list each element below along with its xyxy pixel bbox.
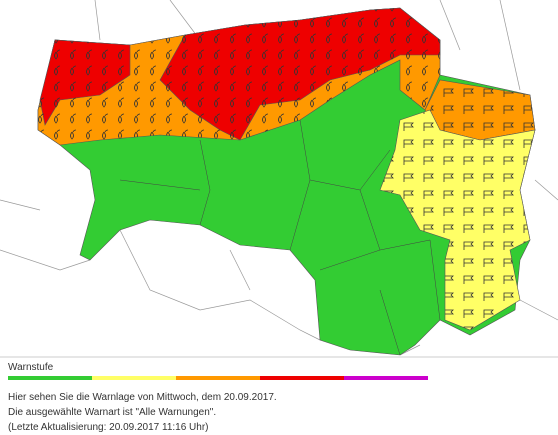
legend-bar	[8, 376, 428, 380]
info-line: Hier sehen Sie die Warnlage von Mittwoch…	[8, 392, 277, 403]
legend-swatch	[344, 376, 428, 380]
rain-symbols	[38, 8, 440, 145]
legend-swatch	[8, 376, 92, 380]
legend-swatch	[92, 376, 176, 380]
info-line: Die ausgewählte Warnart ist "Alle Warnun…	[8, 407, 216, 418]
legend-swatch	[176, 376, 260, 380]
neighbor-borders	[0, 0, 558, 356]
district-borders	[119, 119, 441, 356]
info-line: (Letzte Aktualisierung: 20.09.2017 11:16…	[8, 422, 209, 433]
legend-swatch	[260, 376, 344, 380]
legend-title: Warnstufe	[8, 362, 54, 373]
wind-symbols	[380, 80, 535, 330]
